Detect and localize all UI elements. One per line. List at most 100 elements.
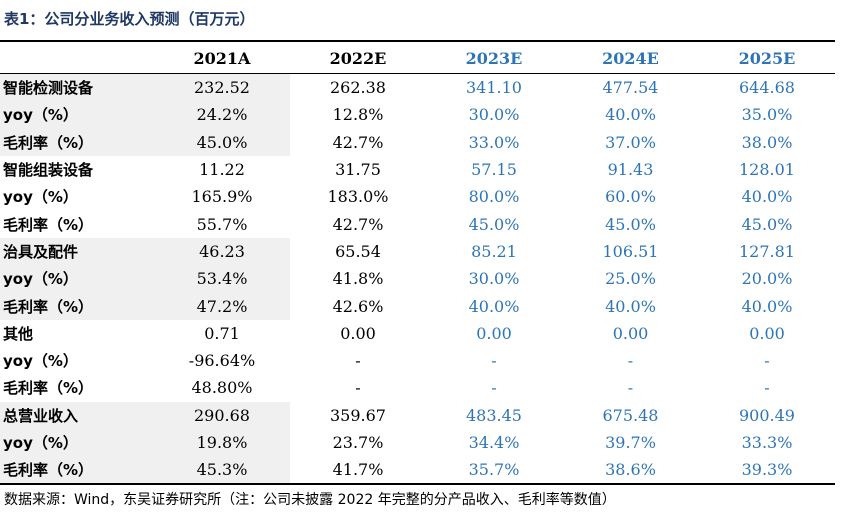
value-cell: 0.71	[204, 323, 240, 343]
value-cell: 46.23	[154, 237, 290, 266]
value-cell: 41.7%	[332, 460, 384, 480]
value-cell: 128.01	[739, 160, 795, 180]
value-cell: 55.7%	[196, 214, 248, 234]
value-cell: 183.0%	[327, 187, 389, 207]
value-cell: 48.80%	[191, 378, 253, 398]
value-cell: 12.8%	[332, 105, 384, 125]
value-cell: 0.00	[340, 323, 376, 343]
value-cell: 40.0%	[605, 296, 656, 316]
value-cell: 42.7%	[332, 214, 384, 234]
table-row: yoy（%） 24.2% 12.8% 30.0% 40.0% 35.0%	[0, 101, 835, 129]
value-cell: -	[355, 351, 361, 371]
table-top-rule	[0, 40, 835, 42]
value-cell: 60.0%	[605, 187, 656, 207]
value-cell: 33.0%	[468, 132, 520, 152]
header-cell-2022e: 2022E	[329, 48, 387, 68]
value-cell: 25.0%	[605, 269, 656, 289]
value-cell: 24.2%	[154, 101, 290, 129]
header-cell-2025e: 2025E	[738, 48, 796, 68]
value-cell: 42.6%	[332, 296, 384, 316]
value-cell: 53.4%	[154, 265, 290, 293]
value-cell: 900.49	[739, 405, 795, 425]
value-cell: 127.81	[739, 241, 795, 261]
table-row: 总营业收入 290.68 359.67 483.45 675.48 900.49	[0, 401, 835, 429]
row-label: 毛利率（%）	[0, 128, 154, 156]
value-cell: -	[491, 378, 497, 398]
value-cell: 45.0%	[605, 214, 656, 234]
value-cell: 33.3%	[741, 433, 793, 452]
value-cell: 42.7%	[332, 132, 384, 152]
header-cell-2021a: 2021A	[193, 48, 251, 68]
table-row: 治具及配件 46.23 65.54 85.21 106.51 127.81	[0, 237, 835, 266]
value-cell: 30.0%	[468, 269, 520, 289]
table-row: yoy（%） 19.8% 23.7% 34.4% 39.7% 33.3%	[0, 428, 835, 457]
value-cell: 37.0%	[605, 132, 656, 152]
value-cell: 45.0%	[154, 128, 290, 156]
value-cell: 47.2%	[154, 292, 290, 320]
value-cell: -	[764, 378, 770, 398]
value-cell: 23.7%	[332, 433, 384, 452]
value-cell: 80.0%	[468, 187, 520, 207]
value-cell: 40.0%	[468, 296, 520, 316]
value-cell: 11.22	[199, 160, 245, 180]
row-label: 毛利率（%）	[0, 456, 154, 484]
value-cell: 39.7%	[605, 433, 656, 452]
value-cell: 45.0%	[741, 214, 793, 234]
table-row: 毛利率（%） 45.3% 41.7% 35.7% 38.6% 39.3%	[0, 456, 835, 484]
value-cell: 39.3%	[741, 460, 793, 480]
value-cell: 45.0%	[468, 214, 520, 234]
value-cell: 232.52	[154, 73, 290, 102]
row-label: yoy（%）	[0, 265, 154, 293]
row-label: yoy（%）	[3, 188, 78, 207]
value-cell: -	[764, 351, 770, 371]
table-row: 智能检测设备 232.52 262.38 341.10 477.54 644.68	[0, 73, 835, 102]
value-cell: 0.00	[612, 323, 649, 343]
value-cell: 106.51	[602, 241, 659, 261]
value-cell: 675.48	[602, 405, 659, 425]
row-label: yoy（%）	[3, 352, 78, 371]
value-cell: 91.43	[607, 160, 654, 180]
value-cell: 359.67	[330, 405, 386, 425]
value-cell: 85.21	[471, 241, 517, 261]
row-label: yoy（%）	[0, 428, 154, 457]
table-row: 其他 0.71 0.00 0.00 0.00 0.00	[0, 320, 835, 347]
value-cell: 35.0%	[741, 105, 793, 125]
table-row: 毛利率（%） 45.0% 42.7% 33.0% 37.0% 38.0%	[0, 128, 835, 156]
header-cell-2023e: 2023E	[465, 48, 523, 68]
row-label: 智能组装设备	[3, 161, 94, 180]
header-row: 2021A 2022E 2023E 2024E 2025E	[0, 43, 835, 74]
value-cell: -	[627, 351, 634, 371]
table-row: 毛利率（%） 55.7% 42.7% 45.0% 45.0% 45.0%	[0, 210, 835, 237]
row-label: 其他	[3, 324, 34, 343]
value-cell: 0.00	[476, 323, 512, 343]
row-label: 毛利率（%）	[0, 292, 154, 320]
value-cell: 40.0%	[605, 105, 656, 125]
table-row: yoy（%） 53.4% 41.8% 30.0% 25.0% 20.0%	[0, 265, 835, 293]
source-note: 数据来源：Wind，东吴证券研究所（注：公司未披露 2022 年完整的分产品收入…	[4, 492, 616, 508]
row-label: yoy（%）	[0, 101, 154, 129]
value-cell: 34.4%	[468, 433, 520, 452]
value-cell: 477.54	[602, 78, 659, 98]
value-cell: 40.0%	[741, 296, 793, 316]
value-cell: 165.9%	[191, 187, 253, 207]
table-row: 毛利率（%） 48.80% - - - -	[0, 374, 835, 401]
value-cell: 262.38	[330, 78, 386, 98]
value-cell: 65.54	[335, 241, 381, 261]
header-cell-blank	[0, 43, 154, 74]
value-cell: 290.68	[154, 401, 290, 429]
table-bottom-rule	[0, 483, 835, 485]
value-cell: 0.00	[749, 323, 785, 343]
value-cell: 41.8%	[332, 269, 384, 289]
table-title: 表1：公司分业务收入预测（百万元）	[4, 10, 255, 28]
value-cell: 341.10	[466, 78, 522, 98]
value-cell: 40.0%	[741, 187, 793, 207]
value-cell: -96.64%	[188, 351, 256, 371]
value-cell: -	[355, 378, 361, 398]
row-label: 治具及配件	[0, 237, 154, 266]
row-label: 毛利率（%）	[3, 379, 94, 398]
value-cell: 38.6%	[605, 460, 656, 480]
value-cell: 31.75	[335, 160, 381, 180]
row-label: 智能检测设备	[0, 73, 154, 102]
value-cell: 20.0%	[741, 269, 793, 289]
